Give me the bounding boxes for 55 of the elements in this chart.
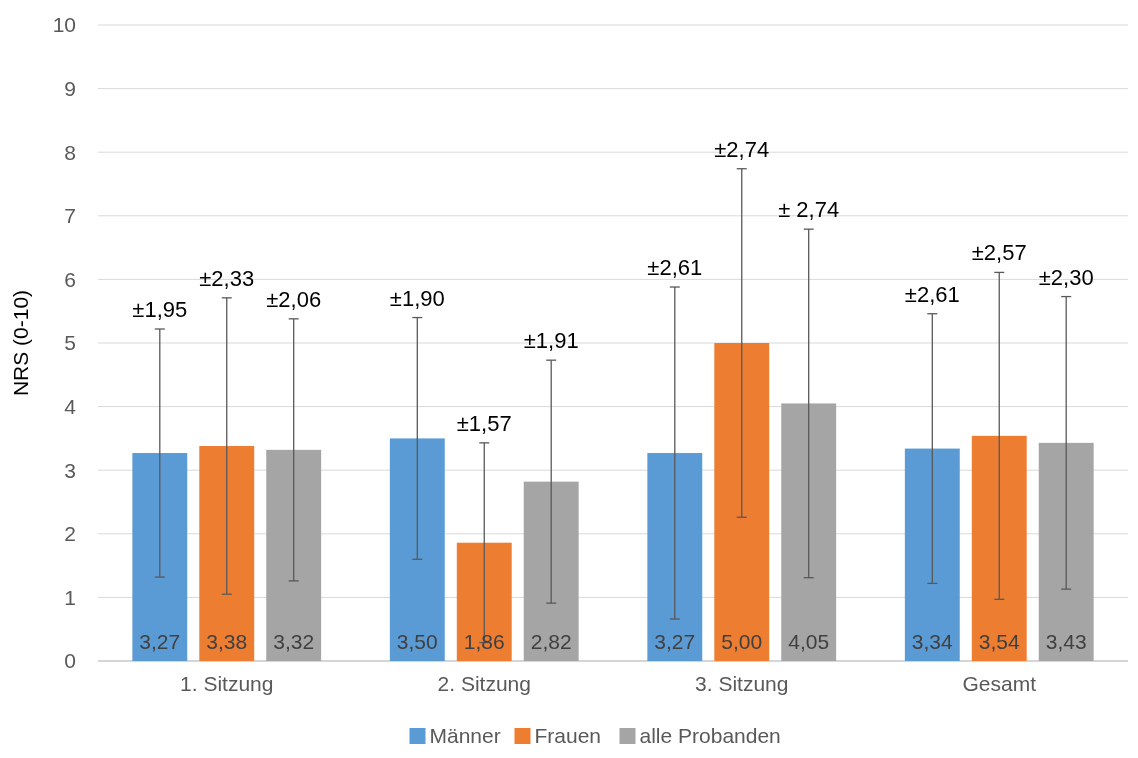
legend-label: Männer xyxy=(429,724,501,748)
bar xyxy=(1038,442,1094,661)
data-label: 3,32 xyxy=(273,630,315,653)
y-tick-label: 4 xyxy=(64,394,77,418)
y-tick-label: 0 xyxy=(64,649,76,673)
bar xyxy=(389,438,445,661)
y-tick-label: 5 xyxy=(64,331,76,355)
bar xyxy=(714,343,770,661)
y-tick-label: 2 xyxy=(64,522,76,546)
annotation: ±2,06 xyxy=(266,286,322,312)
annotation: ±1,95 xyxy=(132,297,188,323)
x-tick-label: 3. Sitzung xyxy=(695,672,789,695)
data-label: 1,86 xyxy=(463,630,505,653)
bar xyxy=(971,435,1027,661)
bar xyxy=(523,481,579,661)
y-tick-label: 3 xyxy=(64,458,76,482)
annotation: ±1,90 xyxy=(389,285,445,311)
bar xyxy=(781,403,837,661)
x-tick-label: 1. Sitzung xyxy=(180,672,274,695)
bar xyxy=(266,449,322,661)
data-label: 3,54 xyxy=(978,630,1021,653)
y-axis-title: NRS (0-10) xyxy=(9,289,32,397)
annotation: ± 2,74 xyxy=(778,197,840,223)
annotation: ±2,74 xyxy=(714,136,770,162)
y-tick-label: 7 xyxy=(64,204,76,228)
data-label: 3,27 xyxy=(139,630,181,653)
y-tick-label: 6 xyxy=(64,267,76,291)
y-tick-label: 10 xyxy=(52,13,76,37)
y-tick-label: 1 xyxy=(64,585,76,609)
data-label: 4,05 xyxy=(788,630,830,653)
x-tick-label: 2. Sitzung xyxy=(437,672,531,695)
data-label: 3,27 xyxy=(654,630,696,653)
y-tick-label: 8 xyxy=(64,140,76,164)
y-tick-label: 9 xyxy=(64,76,76,100)
data-label: 3,38 xyxy=(206,630,248,653)
bar xyxy=(199,446,255,661)
data-label: 3,34 xyxy=(911,630,954,653)
annotation: ±1,57 xyxy=(456,410,512,436)
bar xyxy=(904,448,960,661)
bar xyxy=(132,453,188,661)
data-label: 5,00 xyxy=(721,630,763,653)
data-label: 3,43 xyxy=(1045,630,1087,653)
annotation: ±2,61 xyxy=(904,281,960,307)
data-label: 3,50 xyxy=(396,630,438,653)
annotation: ±2,30 xyxy=(1038,264,1094,290)
annotation: ±1,91 xyxy=(523,328,579,354)
legend-label: alle Probanden xyxy=(639,724,781,748)
annotation: ±2,61 xyxy=(647,255,703,281)
legend-label: Frauen xyxy=(534,724,602,748)
annotation: ±2,33 xyxy=(199,265,255,291)
annotation: ±2,57 xyxy=(971,240,1027,266)
data-label: 2,82 xyxy=(530,630,572,653)
x-tick-label: Gesamt xyxy=(962,672,1037,695)
bar xyxy=(647,453,703,661)
bar xyxy=(456,542,512,661)
